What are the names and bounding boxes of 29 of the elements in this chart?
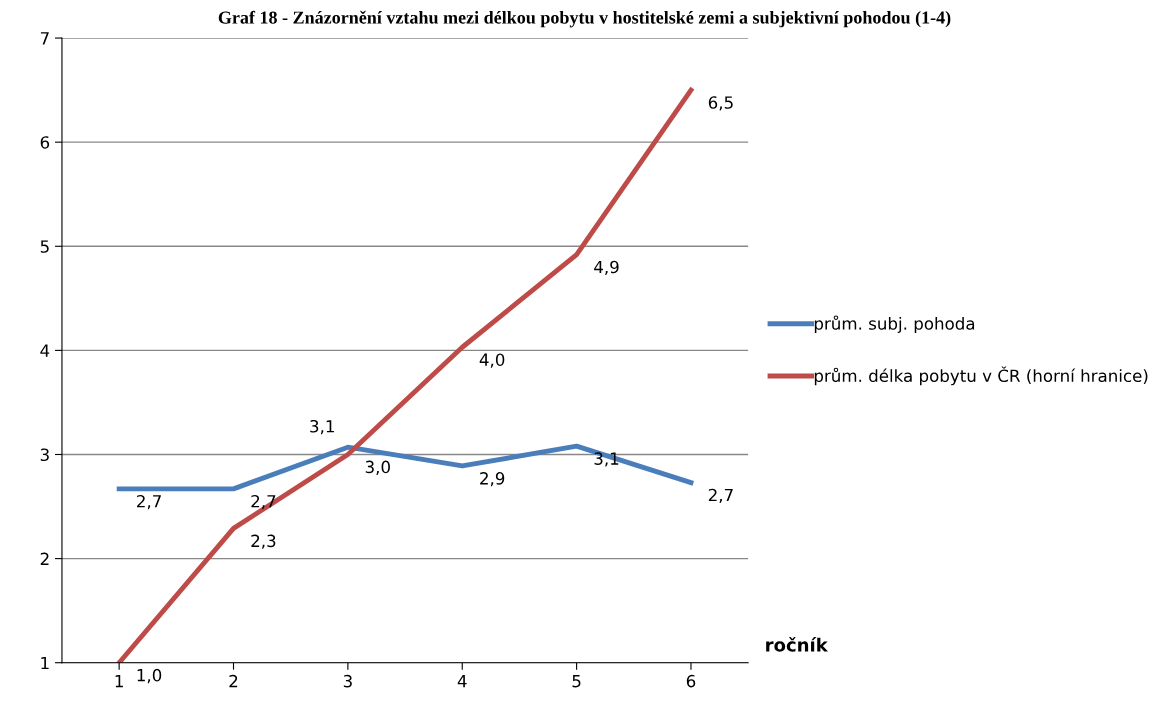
legend-label: prům. délka pobytu v ČR (horní hranice) [814, 366, 1148, 386]
data-label: 3,1 [310, 419, 334, 435]
data-label: 1,0 [137, 668, 162, 684]
data-label: 3,0 [365, 460, 390, 475]
data-label: 6,5 [708, 96, 733, 111]
x-tick-label: 4 [457, 675, 467, 688]
x-tick-label: 2 [229, 674, 238, 688]
y-tick-label: 6 [40, 136, 50, 149]
line-series [116, 87, 694, 663]
line-series [116, 443, 694, 492]
y-tick-label: 5 [40, 240, 49, 253]
legend-label: prům. subj. pohoda [814, 315, 975, 334]
y-tick-label: 2 [40, 552, 49, 565]
x-tick-label: 1 [115, 675, 123, 688]
chart-title: Graf 18 - Znázornění vztahu mezi délkou pobytu v hostitelské zemi a subjektivní pohodou (1-4) [218, 10, 951, 28]
y-tick-label: 7 [40, 32, 49, 45]
x-tick-label: 5 [572, 675, 581, 688]
data-label: 4,9 [594, 260, 619, 276]
data-label: 2,9 [480, 472, 505, 487]
data-label: 4,0 [479, 353, 505, 368]
data-label: 2,7 [708, 488, 733, 504]
y-tick-label: 4 [40, 344, 50, 357]
y-tick-label: 3 [40, 448, 49, 462]
x-tick-label: 6 [686, 674, 696, 688]
data-label: 2,3 [251, 534, 276, 549]
x-axis-title: ročník [766, 637, 829, 652]
data-label: 2,7 [137, 494, 161, 510]
y-tick-label: 1 [41, 656, 49, 670]
x-tick-label: 3 [343, 674, 352, 688]
